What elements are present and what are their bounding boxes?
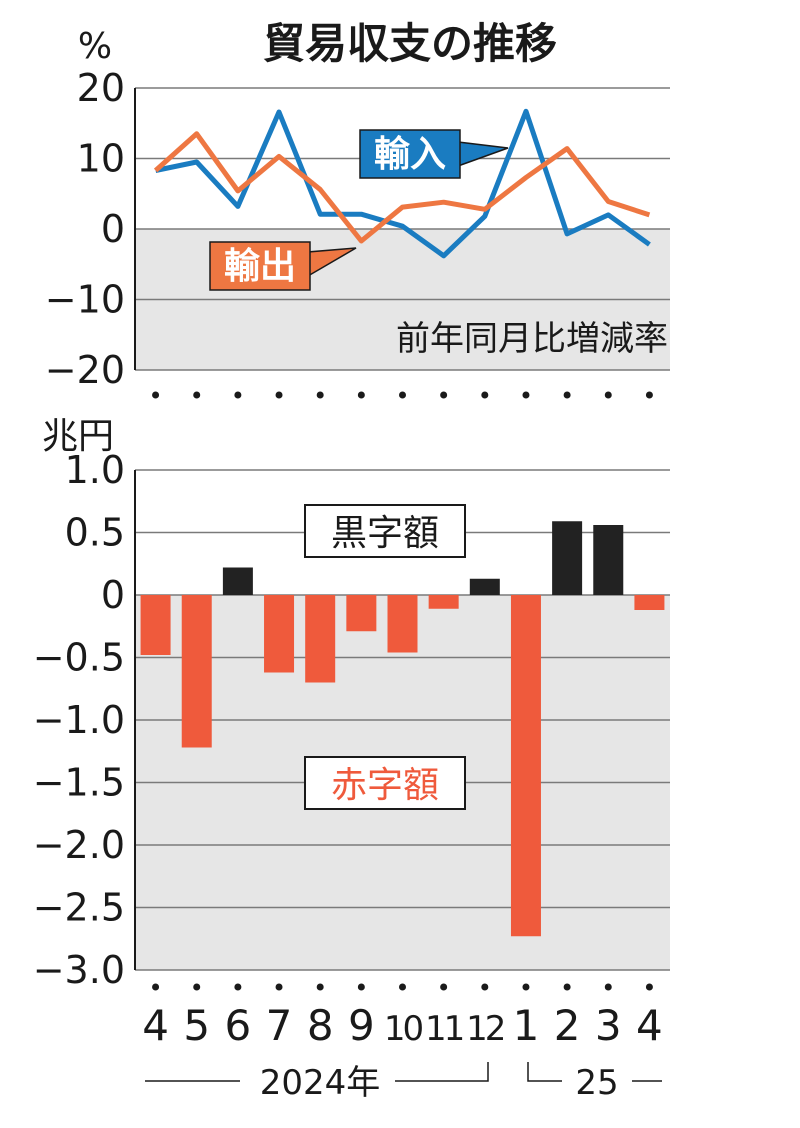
separator-dot [316,983,324,991]
separator-dot [440,391,448,399]
note-bottom: ※25年3月、4月は速報値 [712,659,800,938]
series-line-import [155,108,651,259]
deficit-label-box [304,756,466,810]
deficit-bar [387,595,418,653]
separator-dot [481,983,489,991]
month-label: 4 [636,1001,663,1050]
y-tick-label: 0 [101,573,125,617]
y-tick-label: −2.5 [33,886,125,930]
separator-dot [481,391,489,399]
separator-dot [357,983,365,991]
y-tick-label: 0 [101,207,125,251]
deficit-label: 赤字額 [331,765,439,806]
surplus-label-box [304,504,466,558]
y-tick-label: 0.5 [65,511,125,555]
svg-text:輸入: 輸入 [374,134,446,175]
y-tick-label: −10 [45,278,125,322]
deficit-bar [428,595,459,609]
separator-dot [275,983,283,991]
chart-title: 貿易収支の推移 [263,19,557,68]
series-label-import: 輸入 [359,129,509,179]
month-label: 9 [348,1001,375,1050]
separator-dot [234,391,242,399]
year-label-2025: 25 [575,1063,618,1103]
separator-dot [193,983,201,991]
month-label: 2 [554,1001,581,1050]
separator-dot [193,391,201,399]
surplus-label: 黒字額 [331,513,439,554]
separator-dot [152,983,160,991]
surplus-bar [469,578,500,595]
deficit-bar [346,595,377,632]
y-tick-label: −1.0 [33,698,125,742]
month-label: 10 [384,1009,423,1049]
y-tick-label: −1.5 [33,761,125,805]
surplus-bar [222,567,253,595]
month-label: 1 [513,1001,540,1050]
deficit-bar [305,595,336,683]
y-tick-label: 1.0 [65,448,125,492]
svg-text:輸出: 輸出 [224,246,296,287]
separator-dot [399,983,406,991]
separator-dot [522,391,530,399]
separator-dot [645,391,653,399]
y-tick-label: 20 [77,66,125,110]
y-unit-label: % [78,26,112,67]
month-label: 7 [266,1001,293,1050]
y-unit-label: 兆円 [42,416,114,457]
separator-dot [399,391,406,399]
deficit-bar [634,595,665,610]
y-tick-label: −0.5 [33,636,125,680]
y-tick-label: 10 [77,137,125,181]
separator-dot [316,391,324,399]
y-tick-label: −20 [45,348,125,392]
month-label: 5 [183,1001,210,1050]
separator-dot [604,391,612,399]
surplus-bar [593,525,624,595]
deficit-bar [264,595,295,673]
month-label: 11 [425,1009,463,1049]
year-label-2024: 2024年 [260,1063,381,1103]
line-annotation: 前年同月比増減率 [396,319,668,359]
separator-dot [645,983,653,991]
month-label: 3 [595,1001,622,1050]
separator-dot [357,391,365,399]
deficit-bar [510,595,541,937]
series-label-export: 輸出 [209,241,357,291]
deficit-bar [181,595,212,748]
separator-dot [234,983,242,991]
separator-dot [563,983,571,991]
separator-dot [522,983,530,991]
year-bracket [527,1062,562,1082]
separator-dot [152,391,160,399]
series-line-export [153,131,651,244]
y-tick-label: −2.0 [33,823,125,867]
deficit-bar [140,595,171,655]
month-label: 6 [225,1001,252,1050]
separator-dot [275,391,283,399]
separator-dot [563,391,571,399]
y-tick-label: −3.0 [33,948,125,992]
month-label: 12 [466,1009,504,1049]
month-label: 8 [307,1001,334,1050]
separator-dot [604,983,612,991]
month-label: 4 [142,1001,169,1050]
separator-dot [440,983,448,991]
note-top: ※輸出の25年4月、輸入の25年3月、4月は速報値 [712,0,800,603]
surplus-bar [552,521,583,595]
year-bracket [395,1062,489,1082]
